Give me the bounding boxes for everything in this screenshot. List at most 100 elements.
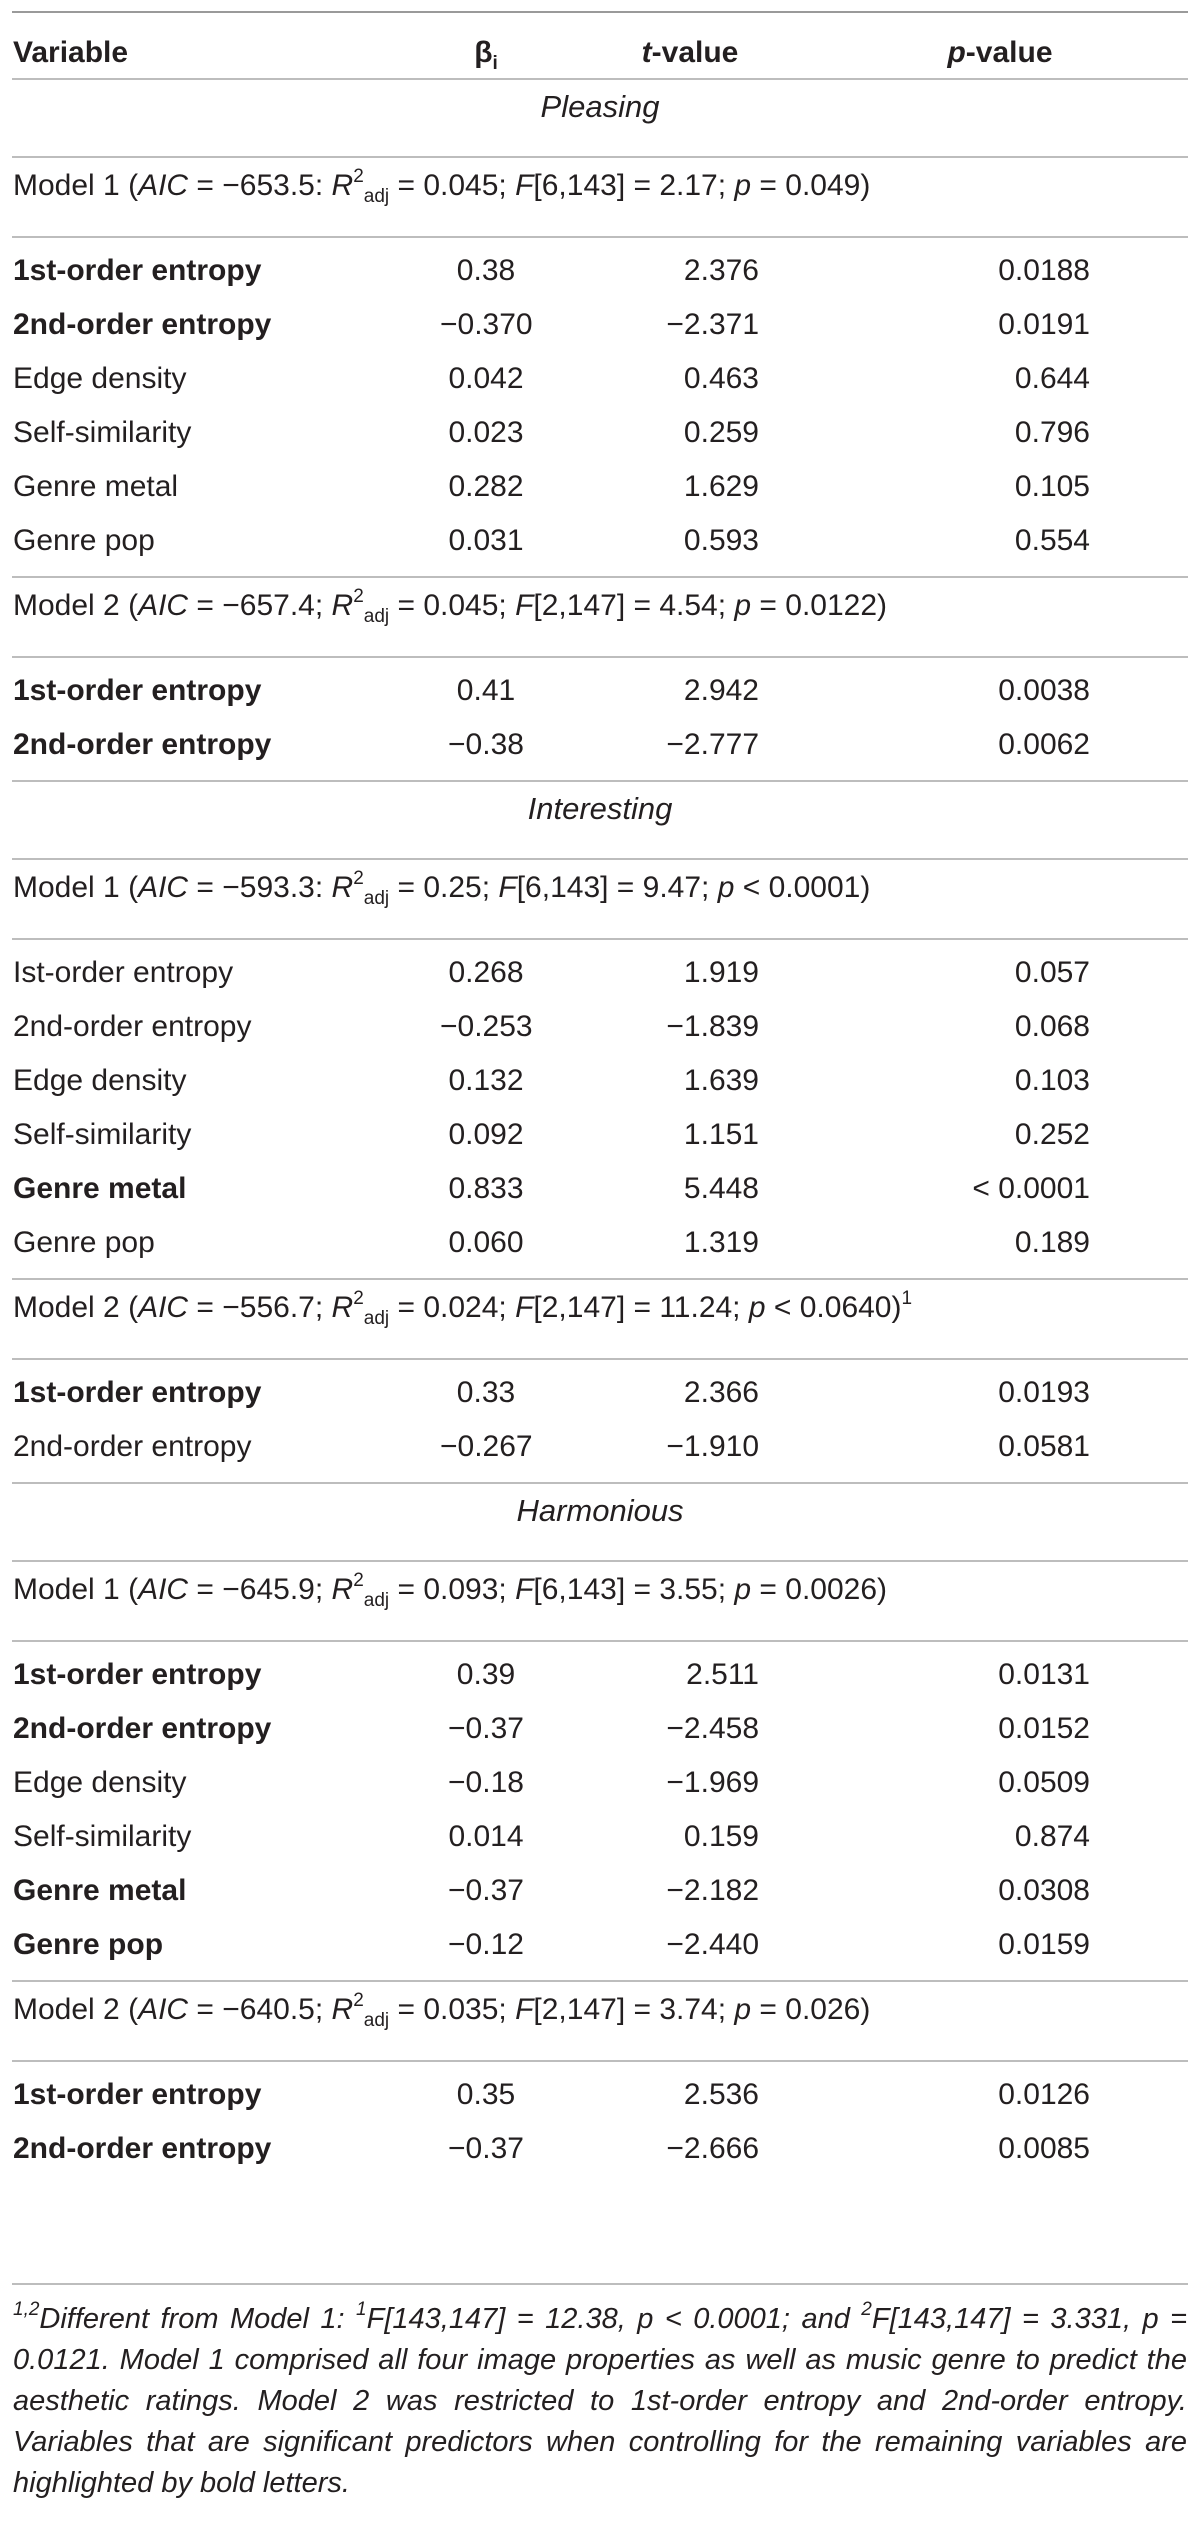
table-rule [12,78,1188,80]
variable-cell: 2nd-order entropy [13,728,272,761]
variable-cell: 2nd-order entropy [13,2132,272,2165]
p-value-cell: 0.0062 [998,728,1090,761]
t-value-cell: −2.440 [666,1928,759,1961]
beta-cell: −0.38 [448,728,524,761]
table-rule [12,1560,1188,1562]
table-row: Genre metal 0.282 1.629 0.105 [0,460,1200,514]
variable-cell: Self-similarity [13,1820,192,1853]
t-value-cell: 0.159 [683,1820,759,1853]
beta-cell: −0.37 [448,2132,524,2165]
p-value-cell: 0.0038 [998,674,1090,707]
variable-cell: Genre metal [13,470,179,503]
variable-cell: 1st-order entropy [13,1376,262,1409]
model-summary: Model 1 (AIC = −653.5: R2adj = 0.045; F[… [13,166,871,207]
t-value-cell: 0.593 [683,524,759,557]
table-rule [12,780,1188,782]
t-value-cell: 0.259 [683,416,759,449]
p-value-cell: 0.252 [1014,1118,1090,1151]
p-value-cell: 0.0159 [998,1928,1090,1961]
t-value-cell: 2.942 [683,674,759,707]
beta-cell: −0.37 [448,1874,524,1907]
p-value-cell: 0.057 [1014,956,1090,989]
table-rule [12,156,1188,158]
table-row: Edge density 0.042 0.463 0.644 [0,352,1200,406]
variable-cell: 2nd-order entropy [13,1010,252,1043]
p-value-cell: 0.105 [1014,470,1090,503]
variable-cell: 1st-order entropy [13,2078,262,2111]
beta-cell: −0.12 [448,1928,524,1961]
table-row: Edge density −0.18 −1.969 0.0509 [0,1756,1200,1810]
t-value-cell: −2.777 [666,728,759,761]
t-value-cell: 1.629 [683,470,759,503]
p-value-cell: 0.189 [1014,1226,1090,1259]
beta-cell: 0.282 [448,470,524,503]
p-value-cell: 0.0193 [998,1376,1090,1409]
beta-cell: 0.023 [448,416,524,449]
table-rule [12,2283,1188,2285]
table-row: 1st-order entropy 0.41 2.942 0.0038 [0,664,1200,718]
beta-cell: 0.33 [456,1376,516,1409]
model-summary: Model 1 (AIC = −593.3: R2adj = 0.25; F[6… [13,868,871,909]
table-row: Genre pop 0.031 0.593 0.554 [0,514,1200,568]
table-row: 2nd-order entropy −0.253 −1.839 0.068 [0,1000,1200,1054]
t-value-cell: −2.182 [666,1874,759,1907]
table-rule [12,858,1188,860]
variable-cell: 2nd-order entropy [13,1712,272,1745]
variable-cell: 1st-order entropy [13,254,262,287]
table-row: 2nd-order entropy −0.37 −2.458 0.0152 [0,1702,1200,1756]
t-value-cell: −2.458 [666,1712,759,1745]
header-beta: βi [474,36,498,74]
table-footnote: 1,2Different from Model 1: 1F[143,147] =… [13,2299,1188,2499]
p-value-cell: 0.0188 [998,254,1090,287]
p-value-cell: 0.0152 [998,1712,1090,1745]
t-value-cell: 2.536 [683,2078,759,2111]
table-row: 1st-order entropy 0.33 2.366 0.0193 [0,1366,1200,1420]
p-value-cell: 0.103 [1014,1064,1090,1097]
p-value-cell: 0.0126 [998,2078,1090,2111]
beta-cell: 0.031 [448,524,524,557]
table-row: Self-similarity 0.014 0.159 0.874 [0,1810,1200,1864]
variable-cell: Genre pop [13,524,155,557]
table-row: 2nd-order entropy −0.370 −2.371 0.0191 [0,298,1200,352]
beta-cell: 0.38 [456,254,516,287]
t-value-cell: 2.376 [683,254,759,287]
t-value-cell: −1.839 [666,1010,759,1043]
table-row: 2nd-order entropy −0.37 −2.666 0.0085 [0,2122,1200,2176]
table-row: 1st-order entropy 0.38 2.376 0.0188 [0,244,1200,298]
t-value-cell: 1.319 [683,1226,759,1259]
variable-cell: Genre metal [13,1172,187,1205]
beta-cell: −0.18 [448,1766,524,1799]
table-row: Edge density 0.132 1.639 0.103 [0,1054,1200,1108]
table-row: 2nd-order entropy −0.267 −1.910 0.0581 [0,1420,1200,1474]
beta-cell: 0.41 [456,674,516,707]
p-value-cell: 0.644 [1014,362,1090,395]
beta-cell: 0.014 [448,1820,524,1853]
variable-cell: 1st-order entropy [13,1658,262,1691]
section-title: Interesting [527,791,673,826]
header-t-value: t-value [641,36,739,69]
t-value-cell: −2.371 [666,308,759,341]
variable-cell: Genre pop [13,1928,164,1961]
t-value-cell: 0.463 [683,362,759,395]
table-rule [12,2060,1188,2062]
table-rule [12,1980,1188,1982]
variable-cell: 2nd-order entropy [13,308,272,341]
p-value-cell: 0.0131 [998,1658,1090,1691]
table-row: 1st-order entropy 0.35 2.536 0.0126 [0,2068,1200,2122]
model-summary: Model 2 (AIC = −640.5; R2adj = 0.035; F[… [13,1990,871,2031]
variable-cell: 2nd-order entropy [13,1430,252,1463]
beta-cell: 0.132 [448,1064,524,1097]
t-value-cell: 1.151 [683,1118,759,1151]
table-rule [12,656,1188,658]
table-rule [12,1640,1188,1642]
table-row: 2nd-order entropy −0.38 −2.777 0.0062 [0,718,1200,772]
variable-cell: Ist-order entropy [13,956,234,989]
beta-cell: 0.268 [448,956,524,989]
p-value-cell: 0.068 [1014,1010,1090,1043]
variable-cell: Self-similarity [13,1118,192,1151]
table-header-row: Variable βi t-value p-value [0,26,1200,80]
table-row: Genre metal −0.37 −2.182 0.0308 [0,1864,1200,1918]
p-value-cell: 0.874 [1014,1820,1090,1853]
table-row: Genre pop 0.060 1.319 0.189 [0,1216,1200,1270]
variable-cell: Edge density [13,1064,187,1097]
